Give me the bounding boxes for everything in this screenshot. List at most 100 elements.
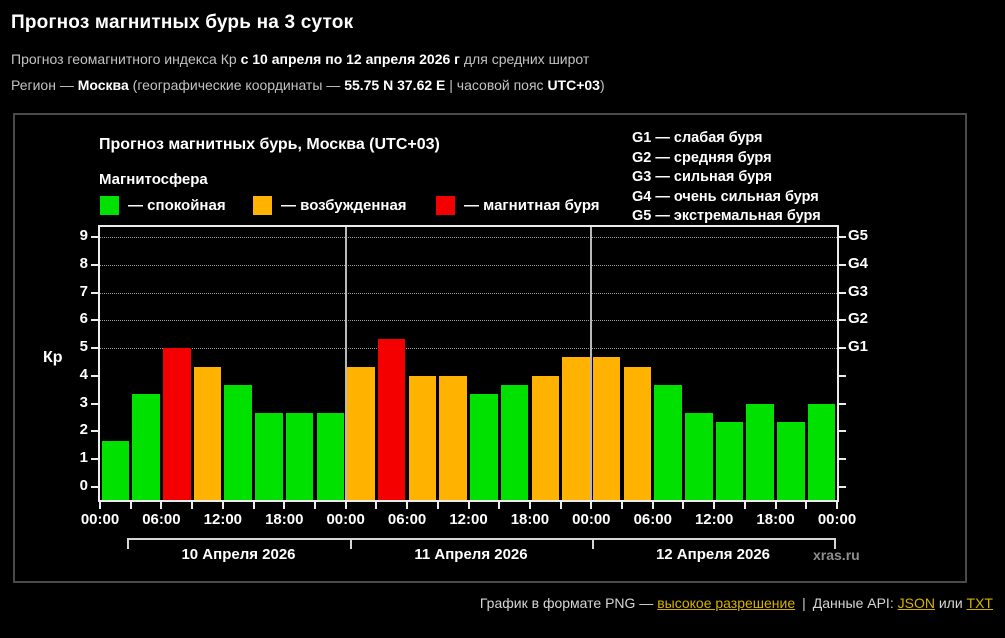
x-axis-tick [528, 500, 531, 509]
y-axis-title: Кр [43, 348, 63, 366]
plot-area: 0 1 2 3 4 5 6 7 8 9 G1 G2 G3 G4 G5 Кр 00:00 06:00 12:00 18:… [43, 225, 868, 563]
date-label: 11 Апреля 2026 [414, 546, 528, 563]
x-axis-tick [590, 500, 593, 509]
x-axis-tick [651, 500, 654, 509]
x-axis-tick [805, 500, 808, 509]
y-axis-tick-right [839, 374, 846, 377]
kp-bar [316, 412, 345, 500]
kp-bar [285, 412, 314, 500]
x-axis-tick [713, 500, 716, 509]
kp-bar [470, 394, 498, 500]
date-axis-tick [592, 538, 594, 549]
x-axis-time-label: 18:00 [756, 511, 795, 528]
region-close: ) [599, 77, 605, 93]
txt-link[interactable]: TXT [966, 595, 993, 611]
x-axis-tick [836, 500, 838, 509]
kp-bar [132, 394, 160, 500]
legend-label: — возбужденная [281, 197, 407, 214]
g-scale-axis-label: G4 [848, 254, 869, 272]
y-axis-label: 2 [79, 421, 88, 439]
y-axis-tick-right [839, 458, 846, 461]
y-axis-label: 7 [79, 282, 88, 300]
y-axis-tick [91, 263, 98, 266]
high-resolution-link[interactable]: высокое разрешение [657, 595, 796, 611]
day-separator-line [344, 227, 347, 500]
y-axis-tick [91, 291, 98, 294]
json-link[interactable]: JSON [897, 595, 935, 611]
kp-bar [807, 403, 836, 500]
x-axis-tick [313, 500, 316, 509]
x-axis-tick [621, 500, 624, 509]
y-axis-tick [91, 374, 98, 377]
g-legend-line: G1 — слабая буря [632, 130, 763, 146]
kp-bar [777, 422, 805, 500]
chart-title: Прогноз магнитных бурь, Москва (UTC+03) [99, 136, 440, 153]
y-axis-tick [91, 235, 98, 238]
x-axis-tick [375, 500, 378, 509]
y-axis-tick [91, 319, 98, 322]
date-label: 10 Апреля 2026 [181, 546, 296, 563]
kp-bar [715, 422, 744, 500]
x-axis-time-label: 00:00 [80, 511, 120, 528]
y-axis-tick [91, 430, 98, 433]
x-axis-time-label: 18:00 [265, 511, 304, 528]
x-axis-time-label: 00:00 [326, 511, 365, 528]
footer: График в формате PNG — высокое разрешени… [480, 595, 993, 611]
kp-bar [623, 366, 652, 500]
x-axis-tick [406, 500, 409, 509]
kp-bar [592, 357, 621, 500]
y-axis-tick-right [839, 263, 846, 266]
legend-swatch-storm [436, 196, 455, 215]
y-axis-tick [91, 458, 98, 461]
x-axis-time-label: 12:00 [449, 511, 488, 528]
kp-bar [500, 385, 529, 500]
x-axis-time-label: 18:00 [510, 511, 550, 528]
x-axis-time-label: 00:00 [817, 511, 857, 528]
region-prefix: Регион — [11, 77, 78, 93]
kp-bar [654, 385, 682, 500]
x-axis-tick [436, 500, 439, 509]
y-axis-label: 1 [79, 449, 88, 467]
legend-swatch-quiet [100, 196, 119, 215]
legend-label: — спокойная [128, 197, 226, 214]
gridline-kp5 [100, 348, 837, 350]
x-axis-time-label: 06:00 [387, 511, 427, 528]
region-line: Регион — Москва (географические координа… [11, 77, 605, 93]
x-axis-time-label: 06:00 [633, 511, 672, 528]
y-axis-tick [91, 486, 98, 488]
legend-item-storm: — магнитная буря [436, 196, 600, 215]
kp-bar [746, 403, 774, 500]
gridline-kp7 [100, 292, 837, 294]
y-axis-tick [91, 402, 98, 405]
kp-bar [224, 385, 252, 500]
region-coords: 55.75 N 37.62 E [344, 77, 446, 93]
y-axis-tick-right [839, 347, 846, 350]
legend-item-disturbed: — возбужденная [253, 196, 407, 215]
y-axis-tick-right [839, 319, 846, 322]
legend-label: — магнитная буря [464, 197, 600, 214]
subtitle-suffix: для средних широт [460, 51, 590, 67]
x-axis-time-label: 00:00 [572, 511, 611, 528]
day-separator-line [590, 227, 593, 500]
g-legend-line: G4 — очень сильная буря [632, 188, 819, 205]
y-axis-label: 9 [79, 226, 88, 244]
gridline-kp9 [100, 236, 837, 238]
subtitle-dates: с 10 апреля по 12 апреля 2026 г [240, 51, 460, 67]
footer-or-text: или [934, 595, 967, 611]
g-legend-line: G5 — экстремальная буря [632, 208, 821, 224]
x-axis-time-label: 12:00 [694, 511, 734, 528]
date-axis-tick [127, 538, 129, 549]
x-axis-tick [743, 500, 746, 509]
g-scale-axis-label: G5 [848, 226, 869, 244]
x-axis-time-label: 12:00 [203, 511, 243, 528]
legend-swatch-disturbed [253, 196, 272, 215]
g-legend-line: G2 — средняя буря [632, 149, 772, 166]
kp-bar [408, 375, 437, 500]
x-axis-tick [252, 500, 255, 509]
region-name: Москва [77, 77, 129, 93]
x-axis-tick [344, 500, 347, 509]
kp-bar [685, 412, 713, 500]
y-axis-tick-right [839, 291, 846, 294]
date-axis-tick [834, 538, 836, 549]
x-axis-time-label: 06:00 [142, 511, 181, 528]
